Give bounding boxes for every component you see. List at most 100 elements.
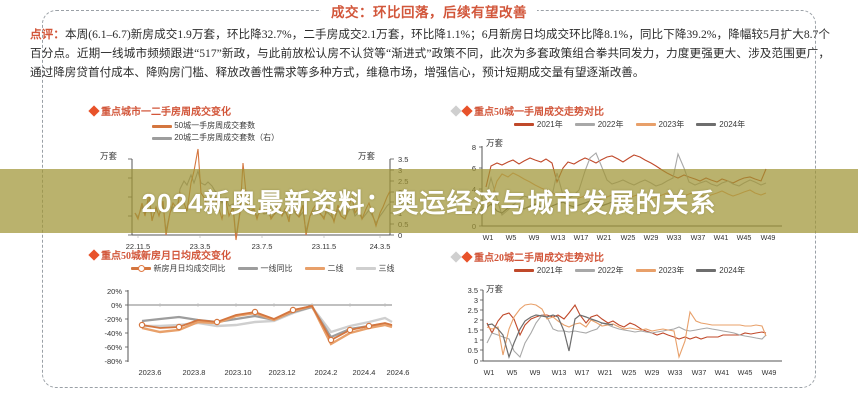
svg-text:2023.6: 2023.6 [139,368,162,377]
svg-text:2.5: 2.5 [468,306,478,315]
svg-text:2: 2 [398,188,402,197]
commentary-lead: 点评： [30,28,65,41]
svg-text:2: 2 [472,206,476,215]
svg-text:23.11.5: 23.11.5 [312,242,336,251]
svg-text:W13: W13 [551,233,566,242]
axis-label-right: 万套 [358,151,376,161]
svg-text:1: 1 [398,209,402,218]
svg-text:23.7.5: 23.7.5 [252,242,273,251]
legend-label: 50城一手房周成交套数 [174,121,256,130]
page-title: 成交：环比回落，后续有望改善 [321,1,537,21]
svg-text:0: 0 [472,222,476,231]
svg-text:3.5: 3.5 [468,286,478,295]
chart-top-left-header: 重点城市一二手房周成交变化 [88,104,435,118]
chart-bottom-left: 重点50城新房月日均成交变化 新房月日均成交同比 一线同比 二线 三线 [88,248,435,388]
svg-text:W41: W41 [714,233,729,242]
chart-top-right-header: 重点50城一手周成交走势对比 [450,104,807,118]
svg-text:W25: W25 [622,368,637,377]
chart-bottom-right-plot: 万套 3.5 3 2.5 2 1.5 1 0.5 0 [452,278,807,390]
svg-text:W1: W1 [484,368,495,377]
svg-text:24.3.5: 24.3.5 [370,242,391,251]
legend-item: 2021年 [513,119,563,130]
svg-text:W37: W37 [691,233,706,242]
legend-item: 新房月日均成交同比 [130,263,226,274]
chart-top-left: 重点城市一二手房周成交变化 50城一手房周成交套数 20城二手房周成交套数（右）… [88,104,435,251]
legend-label: 2022年 [597,120,624,129]
header-band: 成交：环比回落，后续有望改善 [0,0,858,22]
chart-top-right: 重点50城一手周成交走势对比 2021年 2022年 2023年 2024年 万… [450,104,807,250]
svg-text:1: 1 [474,336,478,345]
diamond-marker-icon [88,104,100,117]
svg-text:-60%: -60% [104,343,122,352]
svg-text:22.11.5: 22.11.5 [126,242,150,251]
chart-top-left-legend: 50城一手房周成交套数 20城二手房周成交套数（右） [90,120,435,143]
chart-top-right-legend: 2021年 2022年 2023年 2024年 [452,119,807,130]
svg-text:W25: W25 [621,233,636,242]
commentary-body: 本周(6.1–6.7)新房成交1.9万套，环比降32.7%，二手房成交2.1万套… [30,28,830,79]
legend-item: 二线 [304,263,344,274]
legend-swatch-icon [513,123,534,126]
legend-item: 一线同比 [237,263,293,274]
svg-text:W13: W13 [552,368,567,377]
svg-text:W41: W41 [715,368,730,377]
diamond-marker-icon [461,104,473,117]
diamond-marker-icon [88,248,100,261]
legend-label: 三线 [378,264,395,273]
legend-item: 2024年 [696,119,745,130]
svg-text:-80%: -80% [104,357,122,366]
legend-label: 2021年 [536,120,563,129]
svg-text:W45: W45 [738,368,753,377]
legend-swatch-icon [152,137,172,140]
svg-text:W21: W21 [598,368,613,377]
legend-swatch-icon [237,267,258,270]
svg-text:W33: W33 [668,368,683,377]
legend-label: 2023年 [658,120,685,129]
svg-text:W17: W17 [574,233,589,242]
svg-text:3: 3 [398,166,402,175]
legend-swatch-icon [696,269,717,272]
chart-bottom-left-legend: 新房月日均成交同比 一线同比 二线 三线 [90,263,435,274]
svg-text:2.5: 2.5 [398,177,408,186]
legend-swatch-icon [130,265,151,272]
svg-text:6: 6 [472,164,476,173]
legend-label: 一线同比 [260,264,293,273]
axis-label: 万套 [486,138,504,148]
axis-label-left: 万套 [100,151,118,161]
svg-text:3: 3 [474,296,478,305]
legend-item: 2022年 [574,265,624,276]
chart-bottom-right: 重点20城二手周成交走势对比 2021年 2022年 2023年 2024年 万… [450,250,807,390]
svg-text:2023.12: 2023.12 [268,368,295,377]
svg-text:2023.10: 2023.10 [224,368,251,377]
chart-top-right-plot: 万套 8 6 4 2 0 [452,132,807,250]
svg-text:2024.4: 2024.4 [353,368,376,377]
svg-text:8: 8 [472,143,476,152]
legend-swatch-icon [513,269,534,272]
legend-swatch-icon [696,123,717,126]
svg-text:3.5: 3.5 [398,155,408,164]
legend-label: 2023年 [658,266,685,275]
svg-text:1.5: 1.5 [468,326,478,335]
svg-text:0.5: 0.5 [398,220,408,229]
svg-text:2024.6: 2024.6 [387,368,410,377]
legend-label: 2021年 [536,266,563,275]
svg-text:W5: W5 [507,368,518,377]
legend-item: 2021年 [513,265,563,276]
svg-text:W37: W37 [692,368,707,377]
svg-text:2: 2 [474,316,478,325]
svg-text:0.5: 0.5 [468,346,478,355]
svg-text:W49: W49 [761,233,776,242]
legend-swatch-icon [635,269,656,272]
svg-text:W49: W49 [762,368,777,377]
svg-text:20%: 20% [107,287,122,296]
legend-label: 新房月日均成交同比 [153,264,226,273]
legend-item: 2023年 [635,265,685,276]
legend-label: 二线 [327,264,344,273]
svg-text:-40%: -40% [104,329,122,338]
legend-item: 20城二手房周成交套数（右） [152,132,435,143]
svg-text:W21: W21 [597,233,612,242]
svg-text:W9: W9 [529,233,540,242]
svg-text:W33: W33 [667,233,682,242]
chart-top-left-title: 重点城市一二手房周成交变化 [101,107,231,118]
diamond-marker-icon [461,250,473,263]
legend-item: 2024年 [696,265,745,276]
